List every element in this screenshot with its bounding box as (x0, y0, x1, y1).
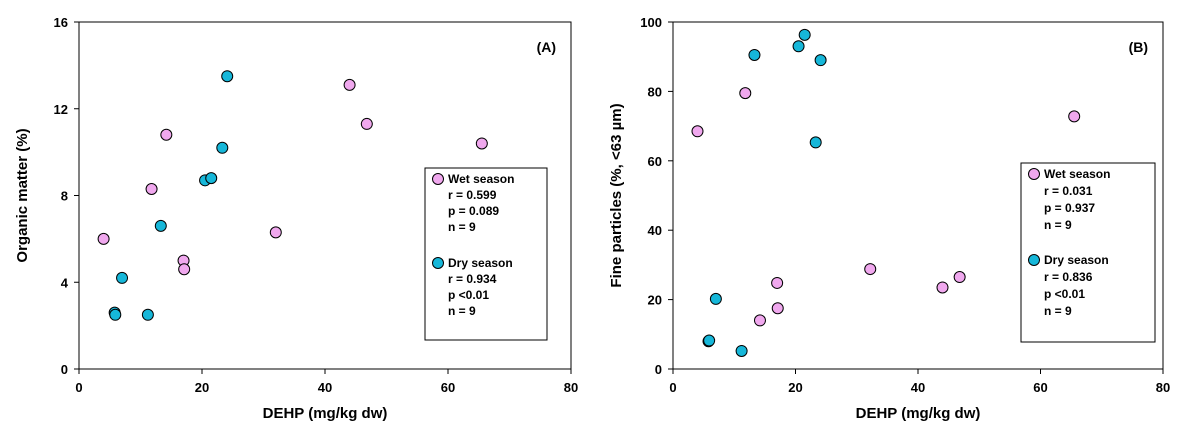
wet-season-point (691, 125, 704, 138)
legend-label-dry-season: Dry season (448, 256, 513, 270)
wet-season-point (160, 128, 173, 141)
y-tick-label: 0 (61, 362, 68, 377)
wet-season-point (739, 87, 752, 100)
panel-label: (B) (1129, 39, 1148, 55)
legend-marker-dry-season (432, 257, 444, 269)
y-tick-label: 60 (648, 154, 662, 169)
wet-season-point (953, 271, 966, 284)
legend: Wet season r = 0.599 p = 0.089 n = 9 Dry sea… (424, 167, 548, 341)
legend-stat: n = 9 (448, 304, 476, 318)
dry-season-point (809, 136, 822, 149)
dry-season-point (703, 334, 716, 347)
x-axis-title: DEHP (mg/kg dw) (263, 405, 388, 422)
dry-season-point (116, 271, 129, 284)
x-tick-label: 0 (75, 380, 82, 395)
legend-stat: n = 9 (1044, 304, 1072, 318)
wet-season-point (178, 263, 191, 276)
legend-stat: r = 0.836 (1044, 270, 1093, 284)
legend-marker-wet-season (432, 173, 444, 185)
wet-season-point (753, 314, 766, 327)
legend-stat: n = 9 (1044, 218, 1072, 232)
x-tick-label: 0 (669, 380, 676, 395)
dry-season-point (109, 308, 122, 321)
legend-box (1020, 162, 1156, 343)
legend-label-wet-season: Wet season (1044, 167, 1110, 181)
legend-box (424, 167, 548, 341)
legend-stat: p = 0.937 (1044, 201, 1095, 215)
dry-season-point (735, 344, 748, 357)
dry-season-point (205, 172, 218, 185)
wet-season-point (269, 226, 282, 239)
x-tick-label: 80 (1156, 380, 1170, 395)
legend-marker-wet-season (1028, 168, 1040, 180)
x-tick-label: 60 (441, 380, 455, 395)
y-axis-title: Organic matter (%) (14, 128, 31, 262)
wet-season-point (771, 276, 784, 289)
legend-stat: r = 0.934 (448, 272, 497, 286)
y-tick-label: 40 (648, 223, 662, 238)
legend-label-dry-season: Dry season (1044, 253, 1109, 267)
wet-season-point (360, 117, 373, 130)
chart-panel-a: 0 20 40 60 80 0 4 8 12 16 DEHP (mg/kg dw) Organic m… (14, 15, 578, 422)
legend-stat: r = 0.031 (1044, 184, 1093, 198)
chart-panel-b: 0 20 40 60 80 0 20 40 60 80 100 DEHP (mg/kg dw) Fine… (608, 15, 1170, 422)
dry-season-point (709, 292, 722, 305)
x-axis-title: DEHP (mg/kg dw) (856, 405, 981, 422)
x-tick-label: 40 (318, 380, 332, 395)
legend-stat: p = 0.089 (448, 204, 499, 218)
dry-season-point (792, 40, 805, 53)
y-tick-label: 0 (655, 362, 662, 377)
legend: Wet season r = 0.031 p = 0.937 n = 9 Dry sea… (1020, 162, 1156, 343)
y-tick-label: 4 (61, 275, 69, 290)
wet-season-point (145, 182, 158, 195)
x-tick-label: 20 (788, 380, 802, 395)
x-tick-label: 20 (195, 380, 209, 395)
wet-season-point (97, 232, 110, 245)
legend-marker-dry-season (1028, 254, 1040, 266)
x-tick-label: 60 (1033, 380, 1047, 395)
y-axis-title: Fine particles (%, <63 µm) (608, 103, 625, 287)
wet-season-point (343, 78, 356, 91)
wet-season-point (936, 281, 949, 294)
dry-season-point (814, 54, 827, 67)
panel-label: (A) (537, 39, 556, 55)
legend-label-wet-season: Wet season (448, 172, 514, 186)
wet-season-point (475, 137, 488, 150)
legend-stat: p <0.01 (448, 288, 489, 302)
dry-season-point (748, 48, 761, 61)
dry-season-point (141, 308, 154, 321)
x-tick-label: 40 (911, 380, 925, 395)
legend-stat: p <0.01 (1044, 287, 1085, 301)
y-tick-label: 16 (54, 15, 68, 30)
legend-stat: n = 9 (448, 220, 476, 234)
dry-season-point (798, 28, 811, 41)
dry-season-point (221, 70, 234, 83)
y-tick-label: 80 (648, 84, 662, 99)
y-tick-label: 8 (61, 189, 68, 204)
wet-season-point (864, 263, 877, 276)
dry-season-point (154, 219, 167, 232)
wet-season-point (771, 302, 784, 315)
wet-season-point (1068, 110, 1081, 123)
legend-stat: r = 0.599 (448, 188, 497, 202)
dry-season-point (216, 141, 229, 154)
x-tick-label: 80 (564, 380, 578, 395)
y-tick-label: 20 (648, 293, 662, 308)
y-tick-label: 12 (54, 102, 68, 117)
y-tick-label: 100 (640, 15, 662, 30)
